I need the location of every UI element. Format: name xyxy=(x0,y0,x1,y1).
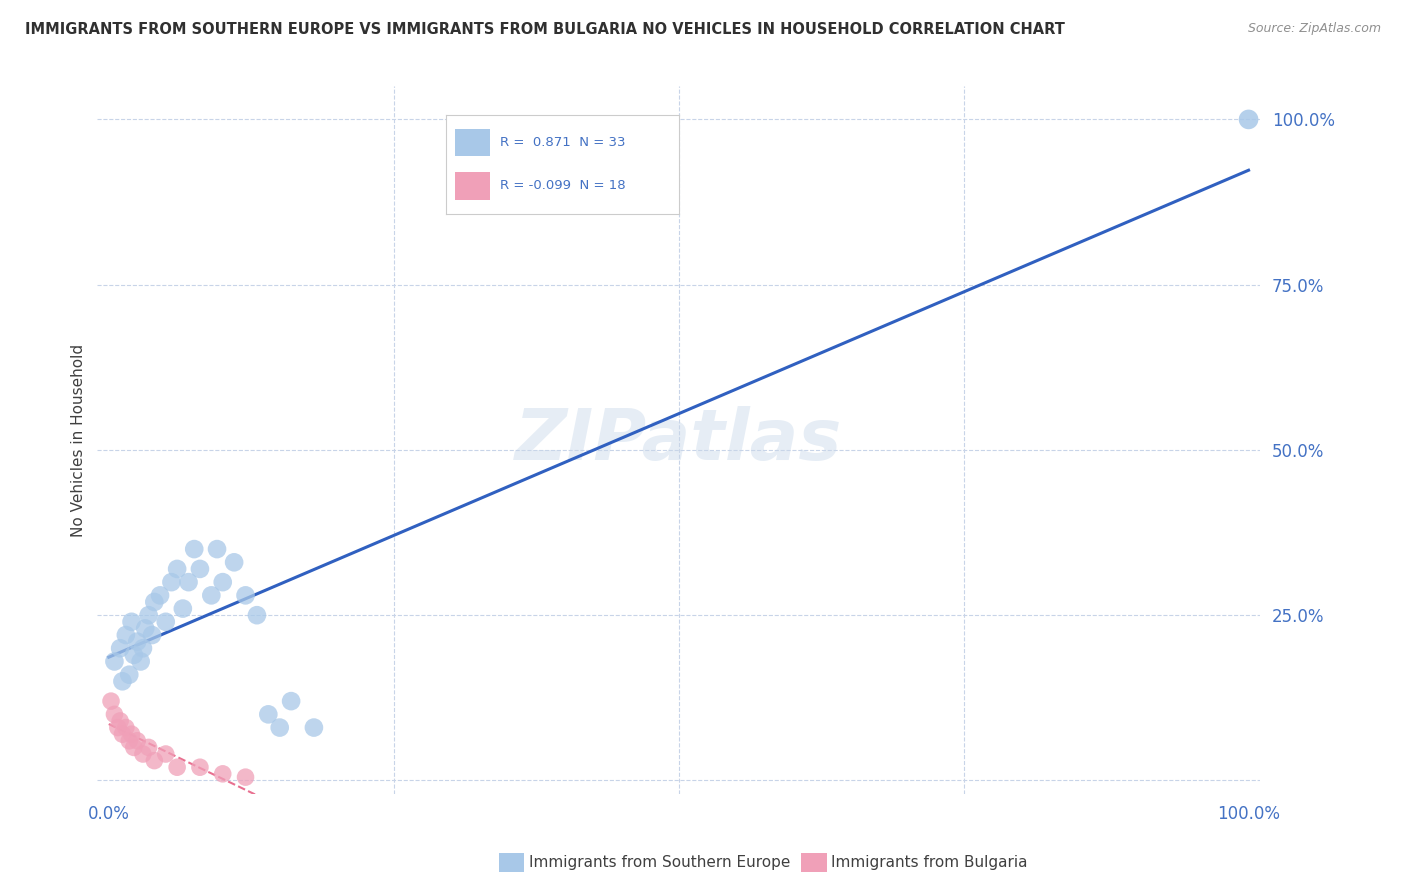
Point xyxy=(302,721,325,735)
Point xyxy=(129,655,152,669)
Point xyxy=(127,733,149,747)
Point xyxy=(1237,112,1260,127)
Point xyxy=(155,615,177,629)
Point xyxy=(138,608,160,623)
Point xyxy=(122,648,145,662)
Point xyxy=(257,707,280,722)
Point xyxy=(134,622,156,636)
Point xyxy=(115,721,138,735)
Point xyxy=(118,667,141,681)
Point xyxy=(138,740,160,755)
Point xyxy=(143,595,166,609)
Point xyxy=(235,588,257,602)
Point xyxy=(224,555,246,569)
Point xyxy=(183,542,205,557)
Text: IMMIGRANTS FROM SOUTHERN EUROPE VS IMMIGRANTS FROM BULGARIA NO VEHICLES IN HOUSE: IMMIGRANTS FROM SOUTHERN EUROPE VS IMMIG… xyxy=(25,22,1066,37)
Point xyxy=(200,588,222,602)
Point xyxy=(188,562,211,576)
Point xyxy=(235,770,257,784)
Point xyxy=(172,601,194,615)
Point xyxy=(177,575,200,590)
Point xyxy=(127,634,149,648)
Point xyxy=(122,740,145,755)
Point xyxy=(132,747,155,761)
Point xyxy=(121,615,143,629)
Y-axis label: No Vehicles in Household: No Vehicles in Household xyxy=(72,343,86,537)
Point xyxy=(269,721,291,735)
Point xyxy=(108,641,131,656)
Point xyxy=(100,694,122,708)
Point xyxy=(132,641,155,656)
Point xyxy=(115,628,138,642)
Point xyxy=(111,727,134,741)
Point xyxy=(280,694,302,708)
Point xyxy=(107,721,129,735)
Point xyxy=(160,575,183,590)
Point xyxy=(118,733,141,747)
Point xyxy=(166,760,188,774)
Text: Source: ZipAtlas.com: Source: ZipAtlas.com xyxy=(1247,22,1381,36)
Point xyxy=(205,542,228,557)
Text: Immigrants from Southern Europe: Immigrants from Southern Europe xyxy=(529,855,790,870)
Point xyxy=(111,674,134,689)
Point xyxy=(166,562,188,576)
Text: ZIPatlas: ZIPatlas xyxy=(515,406,842,475)
Point xyxy=(155,747,177,761)
Text: Immigrants from Bulgaria: Immigrants from Bulgaria xyxy=(831,855,1028,870)
Point xyxy=(103,707,125,722)
Point xyxy=(143,754,166,768)
Point xyxy=(211,575,233,590)
Point xyxy=(149,588,172,602)
Point xyxy=(246,608,269,623)
Point xyxy=(108,714,131,728)
Point xyxy=(121,727,143,741)
Point xyxy=(188,760,211,774)
Point xyxy=(211,767,233,781)
Point xyxy=(103,655,125,669)
Point xyxy=(141,628,163,642)
